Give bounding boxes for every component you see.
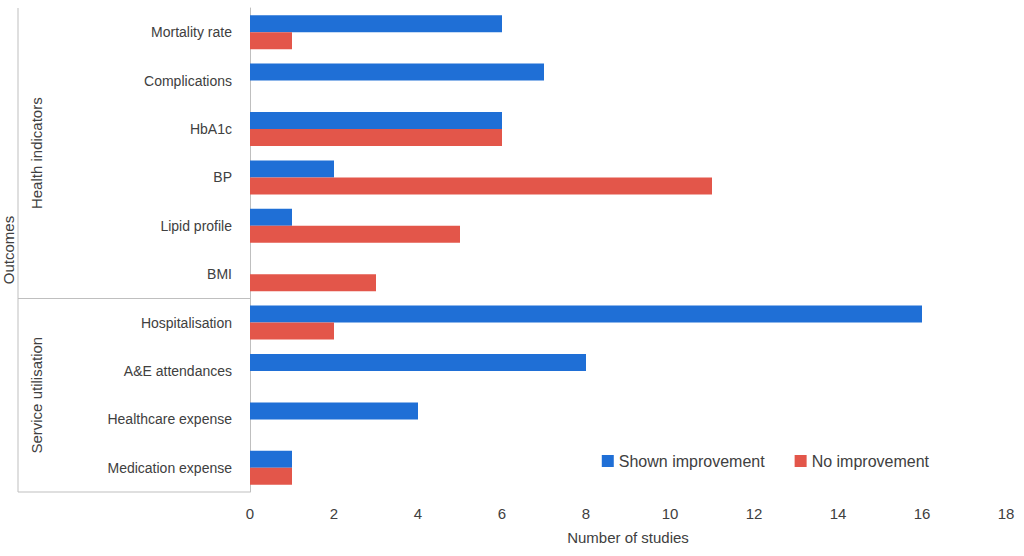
svg-text:HbA1c: HbA1c	[190, 121, 232, 137]
svg-text:BP: BP	[213, 169, 232, 185]
svg-text:Healthcare expense: Healthcare expense	[107, 411, 232, 427]
svg-text:Mortality rate: Mortality rate	[151, 24, 232, 40]
svg-text:4: 4	[414, 505, 422, 522]
svg-text:18: 18	[998, 505, 1015, 522]
svg-text:BMI: BMI	[207, 266, 232, 282]
svg-text:Medication expense: Medication expense	[107, 460, 232, 476]
svg-text:Number of studies: Number of studies	[567, 529, 689, 546]
svg-text:6: 6	[498, 505, 506, 522]
svg-text:Lipid profile: Lipid profile	[160, 218, 232, 234]
svg-text:Complications: Complications	[144, 73, 232, 89]
svg-text:Shown improvement: Shown improvement	[619, 453, 765, 470]
svg-text:Service utilisation: Service utilisation	[28, 337, 45, 454]
svg-text:2: 2	[330, 505, 338, 522]
svg-text:16: 16	[914, 505, 931, 522]
svg-text:0: 0	[246, 505, 254, 522]
svg-text:10: 10	[662, 505, 679, 522]
svg-text:14: 14	[830, 505, 847, 522]
svg-text:Hospitalisation: Hospitalisation	[141, 315, 232, 331]
svg-text:A&E attendances: A&E attendances	[124, 363, 232, 379]
svg-text:Health indicators: Health indicators	[28, 97, 45, 209]
svg-text:12: 12	[746, 505, 763, 522]
svg-text:8: 8	[582, 505, 590, 522]
svg-text:No improvement: No improvement	[812, 453, 930, 470]
svg-text:Outcomes: Outcomes	[0, 216, 17, 284]
